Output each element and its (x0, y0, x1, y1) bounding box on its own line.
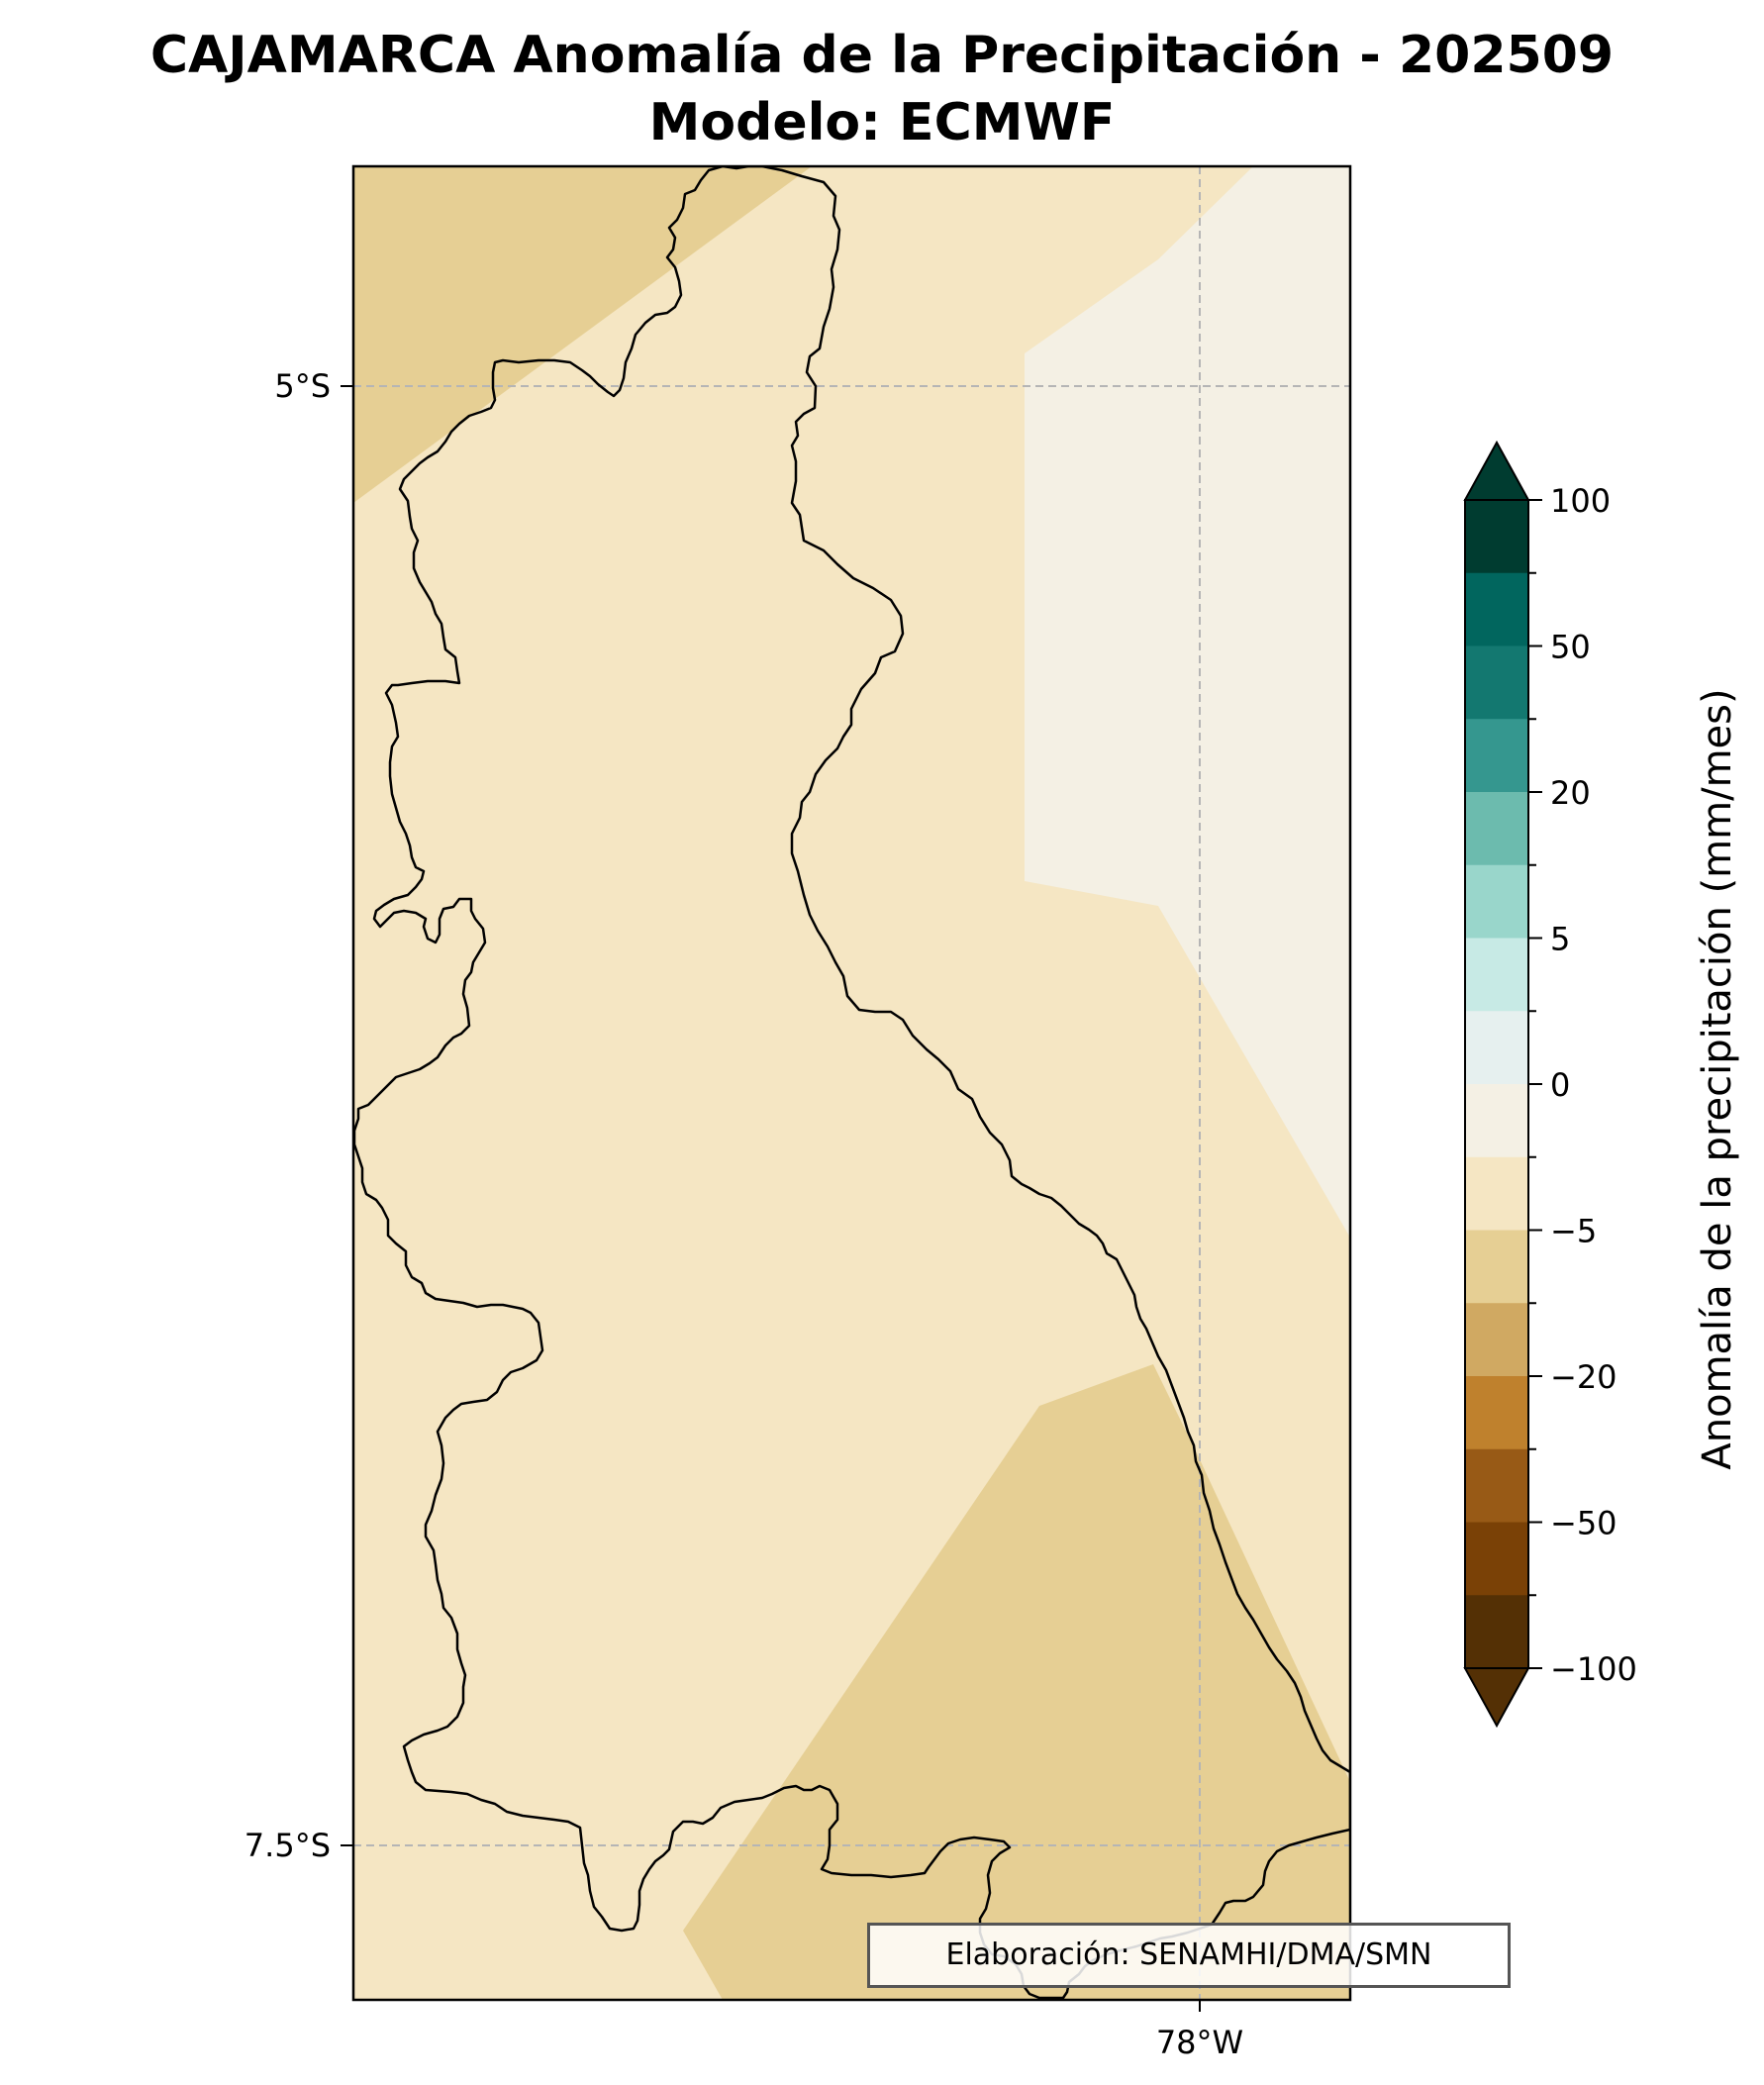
colorbar-segment (1465, 1595, 1528, 1669)
colorbar-segment (1465, 1084, 1528, 1158)
map-area (353, 166, 1350, 2000)
colorbar-label: Anomalía de la precipitación (mm/mes) (1695, 688, 1740, 1469)
lon-label-78w: 78°W (1156, 2024, 1243, 2061)
map-frame (351, 164, 1352, 2002)
region-boundary (353, 166, 1350, 2000)
lat-label-5s: 5°S (274, 367, 331, 405)
colorbar-segment (1465, 1522, 1528, 1596)
colorbar-tick-label: 0 (1550, 1066, 1570, 1104)
colorbar-tick-label: 20 (1550, 774, 1591, 812)
colorbar-segment (1465, 1376, 1528, 1450)
credit-box: Elaboración: SENAMHI/DMA/SMN (867, 1923, 1511, 1988)
anomaly-field-northwest (353, 166, 812, 503)
lat-label-7-5s: 7.5°S (245, 1827, 331, 1864)
colorbar-segment (1465, 572, 1528, 647)
map-title: CAJAMARCA Anomalía de la Precipitación -… (149, 26, 1615, 85)
colorbar-tick-label: 100 (1550, 482, 1611, 520)
colorbar-segment (1465, 719, 1528, 793)
colorbar-tick-label: −5 (1550, 1213, 1597, 1250)
anomaly-field-southeast (683, 1364, 1350, 2000)
colorbar-tick-label: −20 (1550, 1358, 1617, 1396)
map-subtitle: Modelo: ECMWF (648, 93, 1116, 152)
colorbar-extend-top (1463, 440, 1530, 501)
colorbar-segment (1465, 1303, 1528, 1377)
colorbar-extend-bottom (1463, 1667, 1530, 1729)
colorbar-tick-label: −50 (1550, 1505, 1617, 1542)
colorbar-segment (1465, 938, 1528, 1012)
colorbar-segment (1465, 792, 1528, 866)
colorbar-segment (1465, 864, 1528, 940)
colorbar-tick-label: 50 (1550, 629, 1591, 666)
colorbar-tick-label: 5 (1550, 921, 1570, 958)
anomaly-field-northeast (1025, 166, 1350, 1238)
colorbar-segment (1465, 500, 1528, 574)
colorbar-segment (1465, 1011, 1528, 1085)
colorbar-segment (1465, 645, 1528, 720)
colorbar-segment (1465, 1156, 1528, 1232)
colorbar-segment (1465, 1230, 1528, 1304)
colorbar-segment (1465, 1448, 1528, 1524)
colorbar-tick-label: −100 (1550, 1650, 1637, 1688)
